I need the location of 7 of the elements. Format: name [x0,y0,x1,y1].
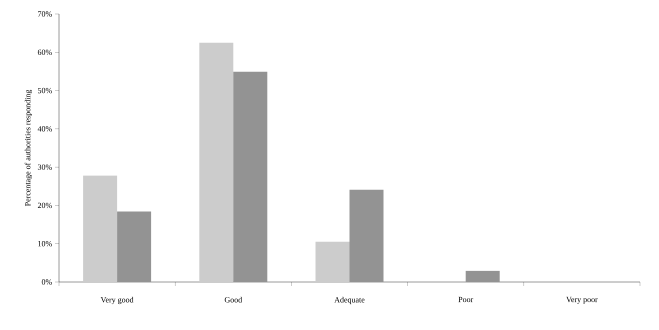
bar [350,190,384,282]
bar [316,242,350,282]
bar [233,72,268,282]
bar [83,176,118,282]
bar [199,42,234,282]
bar [117,212,152,282]
bar [466,270,500,282]
